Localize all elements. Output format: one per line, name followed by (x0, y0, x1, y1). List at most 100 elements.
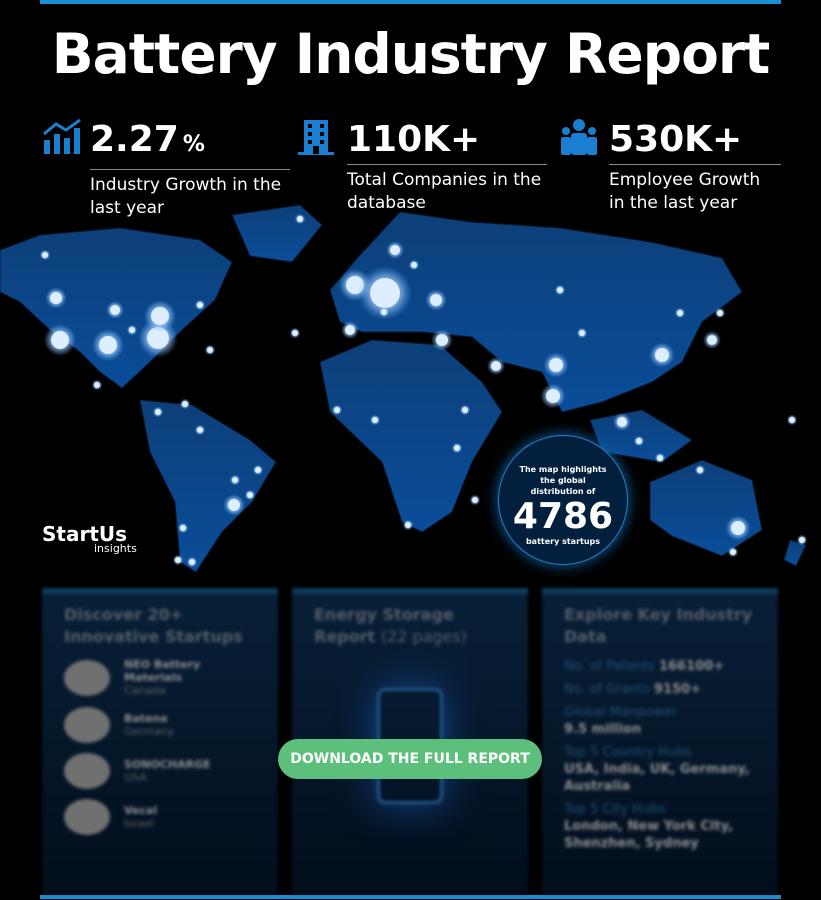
startup-item: SONOCHARGE USA (64, 753, 256, 789)
startup-logo (64, 799, 110, 835)
report-pages: (22 pages) (380, 627, 467, 646)
data-row: No. of Patents 166100+ (564, 658, 756, 675)
startup-text: Batene Germany (124, 712, 175, 738)
dot (370, 278, 400, 308)
dot (381, 309, 387, 315)
stat: 530K+ Employee Growth in the last year (609, 118, 781, 215)
dot (255, 467, 261, 473)
dot (175, 557, 181, 563)
data-row: Top 5 City Hubs London, New York City, Sh… (564, 801, 756, 852)
dot (799, 537, 805, 543)
startup-item: Batene Germany (64, 707, 256, 743)
card-title: Discover 20+ Innovative Startups (64, 605, 243, 646)
report-title: Energy Storage Report (314, 605, 454, 646)
startup-logo (64, 753, 110, 789)
dot (557, 287, 563, 293)
data-row: Global Manpower 9.5 million (564, 704, 756, 738)
data-label: No. of Patents (564, 659, 655, 674)
data-value: 9150+ (654, 682, 702, 697)
data-row: No. of Grants 9150+ (564, 681, 756, 698)
dot (472, 497, 478, 503)
dot (372, 417, 378, 423)
dot (436, 334, 448, 346)
stat-unit: % (182, 132, 205, 157)
dot (197, 427, 203, 433)
startup-text: Vecal Israel (124, 804, 157, 830)
dot (430, 294, 442, 306)
top-bar (40, 0, 781, 4)
dot (405, 522, 411, 528)
startup-text: SONOCHARGE USA (124, 758, 211, 784)
dot (99, 336, 117, 354)
companies-icon (298, 120, 334, 155)
dot (180, 525, 186, 531)
dot (151, 307, 169, 325)
logo-name: StartUs (42, 522, 128, 546)
dot (147, 327, 169, 349)
data-value: London, New York City, Shenzhen, Sydney (564, 819, 734, 851)
dot (197, 302, 203, 308)
dot (677, 310, 683, 316)
stat-label: Employee Growth in the last year (609, 170, 761, 213)
stat: 2.27% Industry Growth in the last year (90, 118, 290, 220)
dot (411, 262, 417, 268)
stat-label: Industry Growth in the last year (90, 175, 282, 218)
startup-name: Batene (124, 712, 168, 725)
logo: StartUs insights (42, 522, 137, 555)
dot (189, 559, 195, 565)
dot (697, 467, 703, 473)
dot (247, 492, 253, 498)
dot (51, 331, 69, 349)
startup-country: Israel (124, 817, 155, 830)
startup-country: Germany (124, 725, 175, 738)
startup-item: NEO Battery Materials Canada (64, 658, 256, 697)
bottom-bar (40, 895, 781, 899)
startup-text: NEO Battery Materials Canada (124, 658, 256, 697)
startup-item: Vecal Israel (64, 799, 256, 835)
dot (42, 252, 48, 258)
data-label: Top 5 City Hubs (564, 802, 666, 817)
stat-value: 110K+ (347, 118, 547, 165)
dot (155, 409, 161, 415)
card-title: Explore Key Industry Data (564, 605, 753, 646)
startup-name: NEO Battery Materials (124, 658, 201, 684)
stat-value: 2.27% (90, 118, 290, 170)
continents (0, 204, 807, 573)
dot (94, 382, 100, 388)
dot (182, 401, 188, 407)
dot (731, 521, 745, 535)
startup-country: USA (124, 771, 147, 784)
dot (579, 330, 585, 336)
dot (297, 216, 303, 222)
preview-cards: Discover 20+ Innovative Startups NEO Bat… (0, 580, 821, 895)
badge-caption: battery startups (525, 537, 601, 546)
download-button[interactable]: DOWNLOAD THE FULL REPORT (278, 739, 542, 779)
dot (110, 305, 120, 315)
data-label: Global Manpower (564, 705, 678, 720)
world-map (0, 204, 808, 573)
startup-name: SONOCHARGE (124, 758, 211, 771)
dot (345, 325, 355, 335)
dot (129, 327, 135, 333)
data-row: Top 5 Country Hubs USA, India, UK, German… (564, 744, 756, 795)
badge-text: The map highlights the global distributi… (519, 465, 607, 496)
dot (491, 361, 501, 371)
dot (292, 330, 298, 336)
growth-icon (43, 118, 81, 154)
dot (657, 455, 663, 461)
startup-country: Canada (124, 684, 166, 697)
stat: 110K+ Total Companies in the database (347, 118, 547, 215)
startup-logo (64, 707, 110, 743)
dot (730, 549, 736, 555)
startups-card: Discover 20+ Innovative Startups NEO Bat… (42, 588, 278, 894)
stat-label: Total Companies in the database (347, 170, 542, 213)
dot (390, 245, 400, 255)
startup-name: Vecal (124, 804, 158, 817)
stat-value: 530K+ (609, 118, 781, 165)
dot (50, 292, 62, 304)
badge-value: 4786 (512, 496, 614, 537)
title: Battery Industry Report (51, 22, 771, 86)
data-value: 166100+ (658, 659, 725, 674)
badge: The map highlights the global distributi… (498, 435, 628, 565)
